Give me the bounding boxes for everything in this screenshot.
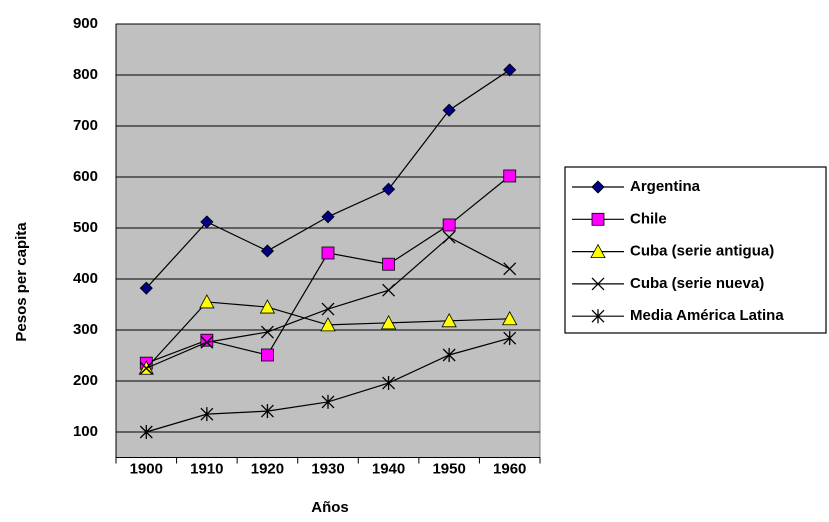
- marker: [139, 281, 153, 295]
- x-tick-label: 1910: [190, 460, 223, 477]
- plot-area: [115, 23, 541, 458]
- marker: [441, 312, 457, 328]
- x-tick-label: 1920: [251, 460, 284, 477]
- y-tick-label: 300: [73, 321, 98, 338]
- y-tick-label: 400: [73, 270, 98, 287]
- y-tick-label: 100: [73, 423, 98, 440]
- x-tick-label: 1960: [493, 460, 526, 477]
- x-axis-title: Años: [311, 499, 349, 516]
- marker: [321, 246, 335, 260]
- marker: [503, 169, 517, 183]
- x-tick-label: 1950: [432, 460, 465, 477]
- legend-marker: [591, 309, 605, 324]
- marker: [442, 103, 456, 117]
- marker: [382, 182, 396, 196]
- marker: [200, 215, 214, 229]
- marker: [260, 325, 274, 339]
- y-axis-title: Pesos per capita: [13, 222, 30, 342]
- legend-marker: [591, 277, 605, 291]
- marker: [502, 310, 518, 326]
- x-tick-label: 1940: [372, 460, 405, 477]
- legend-label: Cuba (serie antigua): [630, 243, 774, 260]
- marker: [380, 315, 397, 330]
- marker: [321, 302, 335, 316]
- y-tick-label: 900: [73, 15, 98, 32]
- marker: [139, 361, 153, 375]
- marker: [442, 347, 456, 362]
- marker: [321, 210, 335, 224]
- marker: [261, 348, 274, 362]
- marker: [382, 376, 396, 391]
- marker: [200, 407, 214, 422]
- marker: [503, 63, 517, 77]
- y-tick-label: 600: [73, 168, 98, 185]
- marker: [199, 294, 215, 309]
- legend-marker: [591, 212, 605, 226]
- legend-box: [564, 166, 827, 334]
- y-tick-label: 500: [73, 219, 98, 236]
- x-tick-label: 1930: [311, 460, 344, 477]
- y-tick-label: 200: [73, 372, 98, 389]
- marker: [503, 262, 517, 276]
- y-tick-label: 700: [73, 117, 98, 134]
- legend-label: Argentina: [630, 178, 701, 195]
- marker: [321, 394, 335, 409]
- marker: [442, 218, 456, 232]
- marker: [260, 404, 274, 419]
- x-tick-label: 1900: [130, 460, 163, 477]
- marker: [382, 283, 396, 297]
- marker: [382, 257, 395, 271]
- marker: [503, 331, 517, 346]
- y-tick-label: 800: [73, 66, 98, 83]
- marker: [259, 299, 276, 314]
- marker: [200, 335, 214, 349]
- marker: [139, 425, 153, 439]
- legend-label: Cuba (serie nueva): [630, 275, 764, 292]
- legend-label: Media América Latina: [630, 307, 784, 324]
- legend-marker: [590, 243, 606, 258]
- marker: [442, 230, 456, 244]
- marker: [320, 317, 336, 332]
- legend-marker: [591, 180, 605, 194]
- marker: [260, 244, 274, 258]
- legend-label: Chile: [630, 210, 667, 227]
